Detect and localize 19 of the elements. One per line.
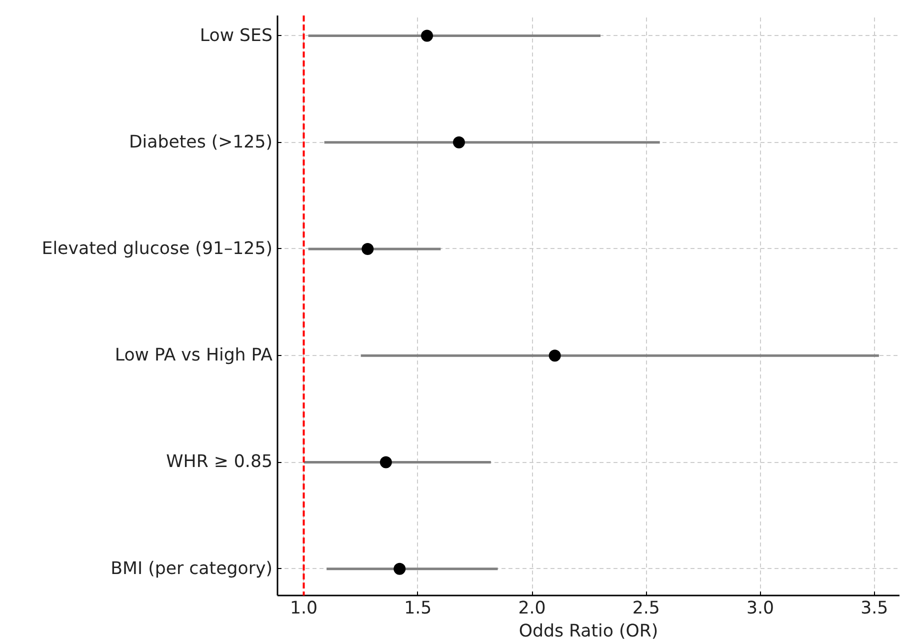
x-tick-label: 3.5 [860, 598, 888, 618]
point [394, 562, 406, 575]
y-tick-label: Diabetes (>125) [128, 132, 273, 152]
y-tick-label: Elevated glucose (91–125) [42, 238, 273, 259]
point [548, 350, 561, 362]
y-tick-label: BMI (per category) [110, 558, 273, 579]
point [362, 243, 374, 255]
x-tick-label: 2.5 [632, 598, 660, 618]
y-tick-label: Low SES [200, 26, 273, 46]
x-tick-label: 3.0 [746, 598, 774, 618]
x-tick-label: 1.0 [290, 598, 318, 618]
x-tick-label: 2.0 [518, 598, 546, 618]
x-axis-title: Odds Ratio (OR) [518, 622, 658, 642]
point [421, 30, 434, 42]
point [452, 136, 465, 148]
y-tick-label: WHR ≥ 0.85 [166, 452, 273, 472]
point [380, 456, 392, 468]
y-tick-label: Low PA vs High PA [114, 346, 273, 366]
x-tick-label: 1.5 [404, 598, 432, 618]
